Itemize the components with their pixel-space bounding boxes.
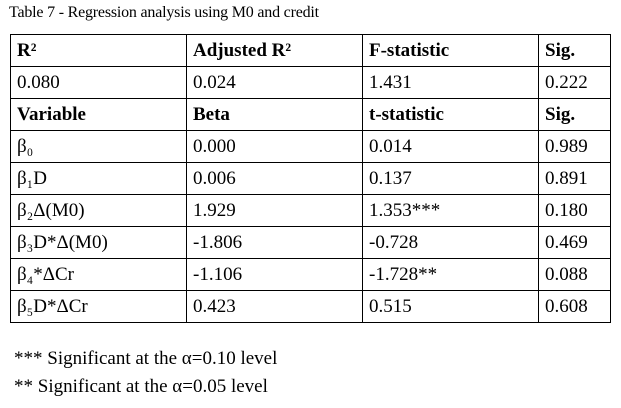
header-t-statistic: t-statistic bbox=[362, 98, 539, 131]
table-row: β₁D 0.006 0.137 0.891 bbox=[10, 162, 611, 195]
table-row: β₃D*Δ(M0) -1.806 -0.728 0.469 bbox=[10, 226, 611, 259]
value-adjusted-r-squared: 0.024 bbox=[186, 66, 363, 99]
variable-cell: β₂Δ(M0) bbox=[10, 194, 187, 227]
sig-cell: 0.469 bbox=[538, 226, 611, 259]
header-coef-sig: Sig. bbox=[538, 98, 611, 131]
sig-cell: 0.608 bbox=[538, 290, 611, 323]
table-row: β₅D*ΔCr 0.423 0.515 0.608 bbox=[10, 290, 611, 323]
sig-cell: 0.088 bbox=[538, 258, 611, 291]
table-row: β₄*ΔCr -1.106 -1.728** 0.088 bbox=[10, 258, 611, 291]
t-statistic-cell: 0.014 bbox=[362, 130, 539, 163]
variable-cell: β₃D*Δ(M0) bbox=[10, 226, 187, 259]
variable-cell: β₀ bbox=[10, 130, 187, 163]
t-statistic-cell: 1.353*** bbox=[362, 194, 539, 227]
header-variable: Variable bbox=[10, 98, 187, 131]
sig-cell: 0.989 bbox=[538, 130, 611, 163]
variable-cell: β₄*ΔCr bbox=[10, 258, 187, 291]
t-statistic-cell: 0.137 bbox=[362, 162, 539, 195]
t-statistic-cell: 0.515 bbox=[362, 290, 539, 323]
coefficients-header-row: Variable Beta t-statistic Sig. bbox=[10, 98, 611, 131]
t-statistic-cell: -1.728** bbox=[362, 258, 539, 291]
significance-note-005: ** Significant at the α=0.05 level bbox=[14, 376, 268, 397]
beta-cell: 0.000 bbox=[186, 130, 363, 163]
beta-cell: -1.106 bbox=[186, 258, 363, 291]
beta-cell: 1.929 bbox=[186, 194, 363, 227]
sig-cell: 0.891 bbox=[538, 162, 611, 195]
table-row: β₂Δ(M0) 1.929 1.353*** 0.180 bbox=[10, 194, 611, 227]
header-f-statistic: F-statistic bbox=[362, 34, 539, 67]
variable-cell: β₅D*ΔCr bbox=[10, 290, 187, 323]
value-sig: 0.222 bbox=[538, 66, 611, 99]
variable-cell: β₁D bbox=[10, 162, 187, 195]
sig-cell: 0.180 bbox=[538, 194, 611, 227]
table-caption: Table 7 - Regression analysis using M0 a… bbox=[9, 4, 319, 21]
header-beta: Beta bbox=[186, 98, 363, 131]
header-r-squared: R² bbox=[10, 34, 187, 67]
table-row: β₀ 0.000 0.014 0.989 bbox=[10, 130, 611, 163]
significance-note-010: *** Significant at the α=0.10 level bbox=[14, 348, 278, 369]
summary-header-row: R² Adjusted R² F-statistic Sig. bbox=[10, 34, 611, 67]
t-statistic-cell: -0.728 bbox=[362, 226, 539, 259]
beta-cell: -1.806 bbox=[186, 226, 363, 259]
header-sig: Sig. bbox=[538, 34, 611, 67]
beta-cell: 0.006 bbox=[186, 162, 363, 195]
regression-table: R² Adjusted R² F-statistic Sig. 0.080 0.… bbox=[10, 34, 611, 323]
value-r-squared: 0.080 bbox=[10, 66, 187, 99]
header-adjusted-r-squared: Adjusted R² bbox=[186, 34, 363, 67]
summary-values-row: 0.080 0.024 1.431 0.222 bbox=[10, 66, 611, 99]
beta-cell: 0.423 bbox=[186, 290, 363, 323]
value-f-statistic: 1.431 bbox=[362, 66, 539, 99]
